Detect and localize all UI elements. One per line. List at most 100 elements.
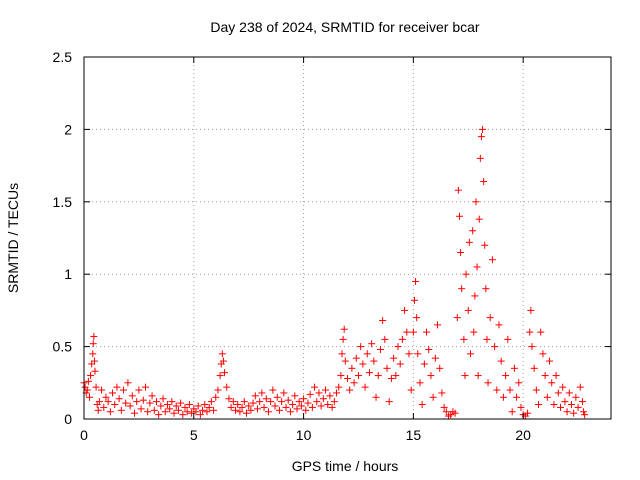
data-point bbox=[91, 357, 99, 365]
data-point bbox=[234, 401, 242, 409]
data-point bbox=[282, 403, 290, 411]
data-point bbox=[460, 335, 468, 343]
data-point bbox=[91, 367, 99, 375]
data-point bbox=[497, 357, 505, 365]
data-point bbox=[291, 392, 299, 400]
data-point bbox=[581, 411, 589, 419]
data-point bbox=[337, 372, 345, 380]
data-point bbox=[346, 386, 354, 394]
data-point bbox=[124, 379, 132, 387]
plot-frame bbox=[83, 56, 612, 420]
data-point bbox=[491, 343, 499, 351]
data-point bbox=[223, 383, 231, 391]
data-point bbox=[390, 354, 398, 362]
data-point bbox=[394, 343, 402, 351]
data-point bbox=[341, 357, 349, 365]
x-tick-label: 15 bbox=[406, 427, 422, 443]
data-point bbox=[242, 409, 250, 417]
data-point bbox=[120, 386, 128, 394]
data-point bbox=[451, 409, 459, 417]
data-point bbox=[559, 383, 567, 391]
data-point bbox=[210, 406, 218, 414]
data-point bbox=[98, 386, 106, 394]
data-point bbox=[133, 398, 141, 406]
data-point bbox=[179, 411, 187, 419]
data-point bbox=[438, 389, 446, 397]
data-point bbox=[370, 357, 378, 365]
data-point bbox=[453, 314, 461, 322]
data-point bbox=[229, 398, 237, 406]
data-point bbox=[420, 360, 428, 368]
data-point bbox=[368, 340, 376, 348]
data-point bbox=[122, 399, 130, 407]
data-point bbox=[269, 386, 277, 394]
data-point bbox=[484, 379, 492, 387]
data-point bbox=[524, 409, 532, 417]
data-point bbox=[466, 350, 474, 358]
data-point bbox=[306, 390, 314, 398]
data-point bbox=[350, 379, 358, 387]
data-point bbox=[90, 332, 98, 340]
data-point bbox=[527, 306, 535, 314]
data-point bbox=[429, 393, 437, 401]
data-point bbox=[102, 393, 110, 401]
data-point bbox=[383, 364, 391, 372]
data-point bbox=[317, 402, 325, 410]
data-point bbox=[504, 335, 512, 343]
data-point bbox=[106, 408, 114, 416]
data-point bbox=[328, 403, 336, 411]
data-point bbox=[462, 270, 470, 278]
y-tick-label: 2.5 bbox=[53, 49, 73, 65]
data-point bbox=[89, 340, 97, 348]
data-point bbox=[177, 399, 185, 407]
data-point bbox=[201, 401, 209, 409]
y-tick-label: 1.5 bbox=[53, 194, 73, 210]
data-point bbox=[260, 403, 268, 411]
data-point bbox=[286, 408, 294, 416]
data-point bbox=[295, 398, 303, 406]
data-point bbox=[109, 389, 117, 397]
data-point bbox=[253, 405, 261, 413]
data-point bbox=[157, 402, 165, 410]
data-point bbox=[313, 398, 321, 406]
data-point bbox=[144, 408, 152, 416]
data-point bbox=[135, 386, 143, 394]
data-point bbox=[146, 399, 154, 407]
data-point bbox=[348, 364, 356, 372]
data-point bbox=[423, 328, 431, 336]
data-point bbox=[302, 406, 310, 414]
data-point bbox=[139, 396, 147, 404]
data-point bbox=[137, 405, 145, 413]
data-point bbox=[412, 277, 420, 285]
data-point bbox=[240, 398, 248, 406]
x-tick-label: 0 bbox=[80, 427, 88, 443]
data-point bbox=[83, 386, 91, 394]
data-point bbox=[344, 374, 351, 382]
data-point bbox=[280, 389, 288, 397]
data-point bbox=[493, 386, 501, 394]
data-point bbox=[513, 393, 521, 401]
data-point bbox=[401, 306, 409, 314]
chart-title: Day 238 of 2024, SRMTID for receiver bca… bbox=[210, 19, 480, 35]
data-point bbox=[199, 406, 207, 414]
data-point bbox=[216, 372, 224, 380]
x-tick-label: 10 bbox=[296, 427, 312, 443]
data-point bbox=[203, 408, 211, 416]
data-point bbox=[548, 379, 556, 387]
data-point bbox=[515, 379, 523, 387]
data-point bbox=[481, 241, 489, 249]
data-point bbox=[425, 345, 433, 353]
data-point bbox=[357, 343, 365, 351]
data-point bbox=[396, 360, 404, 368]
grid-lines bbox=[84, 57, 611, 419]
data-point bbox=[372, 393, 380, 401]
data-point bbox=[131, 409, 139, 417]
data-point bbox=[464, 306, 472, 314]
data-point bbox=[530, 364, 538, 372]
data-point bbox=[297, 402, 305, 410]
y-tick-label: 2 bbox=[64, 121, 72, 137]
data-point bbox=[152, 398, 160, 406]
data-point bbox=[473, 263, 481, 271]
data-point bbox=[410, 296, 418, 304]
